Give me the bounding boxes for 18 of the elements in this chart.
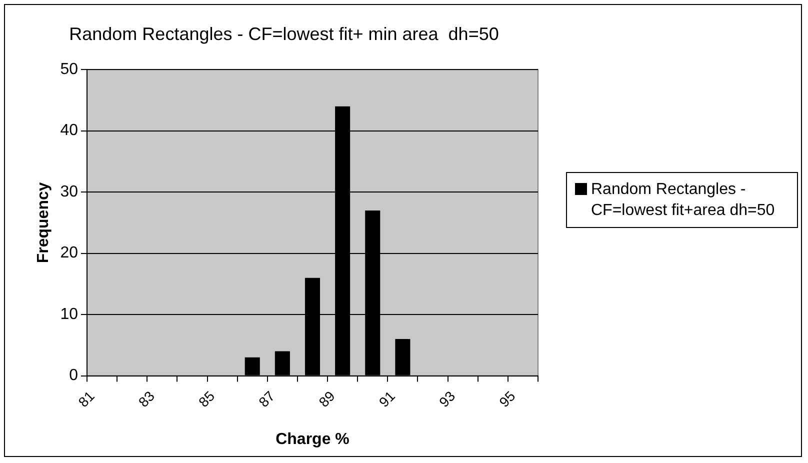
y-axis-title: Frequency [35, 182, 52, 264]
x-tick-label: 85 [195, 388, 218, 410]
legend-label: Random Rectangles - CF=lowest fit+area dh=50 [591, 180, 776, 221]
x-tick-label: 95 [496, 388, 518, 410]
x-tick-label: 91 [376, 388, 398, 410]
x-tick-label: 93 [436, 388, 458, 410]
y-tick-label: 50 [60, 61, 78, 78]
x-axis-title: Charge % [276, 430, 350, 448]
y-tick-label: 0 [69, 367, 78, 384]
y-tick-label: 40 [60, 122, 78, 140]
x-tick-label: 87 [255, 388, 278, 410]
y-tick-label: 10 [60, 306, 78, 323]
x-tick-label: 83 [135, 388, 158, 410]
x-tick-label: 89 [316, 388, 338, 410]
y-tick-label: 20 [60, 244, 78, 262]
y-tick-label: 30 [60, 183, 78, 200]
x-tick-label: 81 [75, 388, 98, 410]
chart-title: Random Rectangles - CF=lowest fit+ min area dh=50 [69, 24, 499, 44]
